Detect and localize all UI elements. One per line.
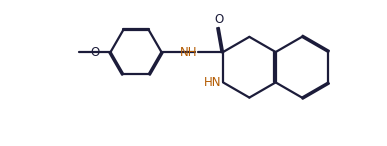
Text: NH: NH — [180, 46, 197, 59]
Text: O: O — [214, 13, 223, 26]
Text: HN: HN — [204, 76, 222, 89]
Text: O: O — [90, 46, 99, 59]
